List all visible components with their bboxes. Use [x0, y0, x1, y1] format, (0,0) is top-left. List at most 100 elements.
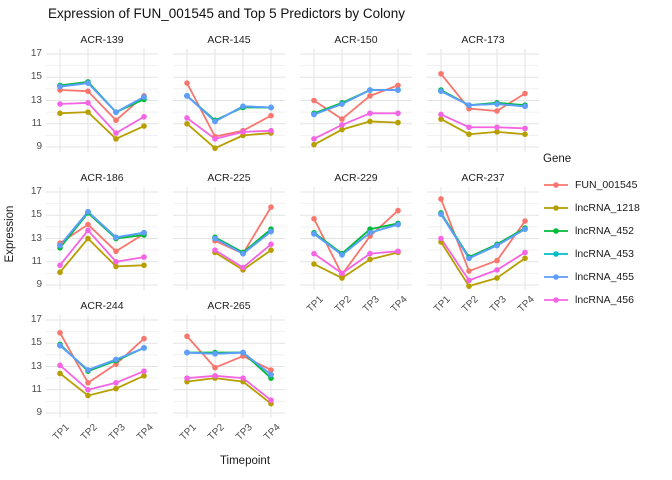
facet-panel: [173, 187, 285, 290]
data-point-lncRNA_456: [339, 122, 345, 128]
data-point-lncRNA_1218: [113, 263, 119, 270]
data-point-FUN_001545: [268, 204, 274, 210]
data-point-lncRNA_455: [212, 118, 218, 125]
legend-entry-label: FUN_001545: [575, 178, 638, 191]
x-tick-label: TP3: [361, 294, 382, 315]
series-line-lncRNA_456: [59, 229, 145, 267]
data-point-lncRNA_456: [522, 125, 528, 132]
data-point-lncRNA_456: [184, 375, 190, 381]
facet-panel: [300, 49, 412, 152]
data-point-lncRNA_1218: [85, 235, 91, 242]
data-point-lncRNA_456: [57, 101, 63, 107]
data-point-lncRNA_456: [57, 262, 63, 269]
series-line-lncRNA_1218: [186, 377, 272, 405]
data-point-FUN_001545: [113, 248, 119, 255]
legend-entries: FUN_001545 lncRNA_1218 lncRNA_452 lncRNA_45…: [543, 177, 640, 307]
series-line-FUN_001545: [186, 82, 272, 138]
legend-key-dot: [553, 296, 559, 303]
x-axis-title: Timepoint: [219, 455, 271, 467]
data-point-lncRNA_1218: [113, 136, 119, 142]
series-line-lncRNA_456: [313, 250, 399, 275]
data-point-lncRNA_456: [212, 136, 218, 142]
data-point-lncRNA_1218: [311, 141, 317, 148]
legend-title: Gene: [543, 153, 572, 165]
legend-key-icon: [544, 273, 568, 280]
legend-entry: lncRNA_1218: [543, 200, 640, 215]
legend-entry: lncRNA_456: [543, 292, 640, 307]
series-line-lncRNA_456: [313, 112, 399, 140]
legend-entry: lncRNA_452: [543, 223, 640, 238]
data-point-lncRNA_456: [141, 254, 147, 260]
data-point-lncRNA_455: [141, 345, 147, 351]
data-point-lncRNA_456: [240, 129, 246, 135]
series-line-FUN_001545: [59, 223, 145, 253]
data-point-lncRNA_455: [113, 356, 119, 363]
data-point-lncRNA_456: [184, 115, 190, 121]
data-point-lncRNA_455: [395, 87, 401, 93]
facet-title: ACR-145: [207, 34, 251, 46]
data-point-lncRNA_456: [85, 227, 91, 234]
legend-entry-label: lncRNA_456: [575, 293, 634, 306]
series-line-FUN_001545: [59, 89, 145, 122]
data-point-lncRNA_455: [184, 93, 190, 99]
chart-title: Expression of FUN_001545 and Top 5 Predi…: [48, 6, 405, 21]
x-tick-label: TP1: [432, 294, 453, 315]
data-point-lncRNA_455: [141, 229, 147, 236]
data-point-lncRNA_456: [494, 267, 500, 273]
y-tick-label: 13: [30, 232, 42, 244]
series-line-lncRNA_453: [313, 89, 399, 116]
series-line-lncRNA_456: [186, 117, 272, 140]
data-point-FUN_001545: [311, 215, 317, 222]
data-point-lncRNA_455: [141, 94, 147, 100]
series-line-lncRNA_455: [59, 210, 145, 247]
series-line-lncRNA_456: [186, 374, 272, 402]
data-point-lncRNA_456: [339, 270, 345, 277]
data-point-lncRNA_455: [268, 104, 274, 111]
x-tick-label: TP1: [51, 422, 72, 443]
data-point-FUN_001545: [184, 80, 190, 86]
data-point-lncRNA_455: [438, 211, 444, 217]
facet-panel: [46, 49, 158, 152]
y-tick-label: 15: [30, 209, 42, 221]
data-point-lncRNA_1218: [311, 261, 317, 267]
data-point-lncRNA_455: [57, 83, 63, 90]
data-point-lncRNA_1218: [367, 256, 373, 263]
series-line-lncRNA_456: [59, 364, 145, 391]
y-tick-label: 9: [36, 279, 42, 290]
data-point-lncRNA_455: [494, 242, 500, 249]
legend-key-dot: [553, 181, 559, 188]
data-point-lncRNA_455: [522, 103, 528, 110]
data-point-lncRNA_455: [466, 102, 472, 108]
facet-panel: [173, 315, 285, 418]
legend-entry-label: lncRNA_455: [575, 270, 634, 283]
series-line-lncRNA_1218: [186, 122, 272, 150]
series-line-lncRNA_1218: [440, 241, 526, 288]
data-point-lncRNA_455: [113, 109, 119, 115]
legend-key-dot: [553, 227, 559, 234]
facet-title: ACR-225: [207, 172, 251, 184]
data-point-lncRNA_455: [240, 349, 246, 356]
x-tick-label: TP2: [79, 422, 100, 443]
x-tick-label: TP2: [206, 422, 227, 443]
legend-key-icon: [544, 181, 568, 188]
legend-key-icon: [544, 204, 568, 211]
series-line-lncRNA_455: [440, 90, 526, 108]
data-point-FUN_001545: [466, 268, 472, 274]
data-point-lncRNA_455: [339, 251, 345, 258]
y-tick-label: 9: [36, 407, 42, 418]
data-point-lncRNA_456: [395, 248, 401, 255]
data-point-FUN_001545: [494, 108, 500, 114]
facet-title: ACR-237: [461, 172, 505, 184]
legend-entry-label: lncRNA_453: [575, 247, 634, 260]
data-point-lncRNA_456: [113, 130, 119, 136]
series-line-lncRNA_455: [313, 223, 399, 256]
facet-title: ACR-244: [80, 300, 124, 312]
series-line-lncRNA_1218: [59, 111, 145, 140]
data-point-lncRNA_456: [113, 258, 119, 265]
data-point-lncRNA_1218: [522, 255, 528, 262]
facet-title: ACR-139: [80, 34, 124, 46]
series-line-lncRNA_455: [59, 82, 145, 114]
data-point-lncRNA_455: [184, 349, 190, 356]
data-point-lncRNA_1218: [57, 110, 63, 117]
legend-key-dot: [553, 204, 559, 211]
